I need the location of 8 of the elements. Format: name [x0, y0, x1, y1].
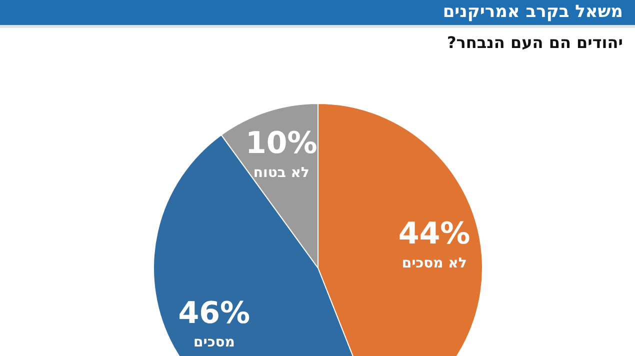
data-label: 46% [178, 296, 250, 331]
slice-label: לא מסכים [402, 255, 467, 272]
text: משאל בקרב אמריקנים [442, 2, 623, 22]
data-label: 44% [398, 216, 470, 252]
data-label: 10% [245, 126, 318, 162]
slice-label: לא בטוח [253, 164, 310, 181]
slice-label: מסכים [193, 334, 235, 351]
text: יהודים הם העם הנבחר? [447, 33, 623, 52]
